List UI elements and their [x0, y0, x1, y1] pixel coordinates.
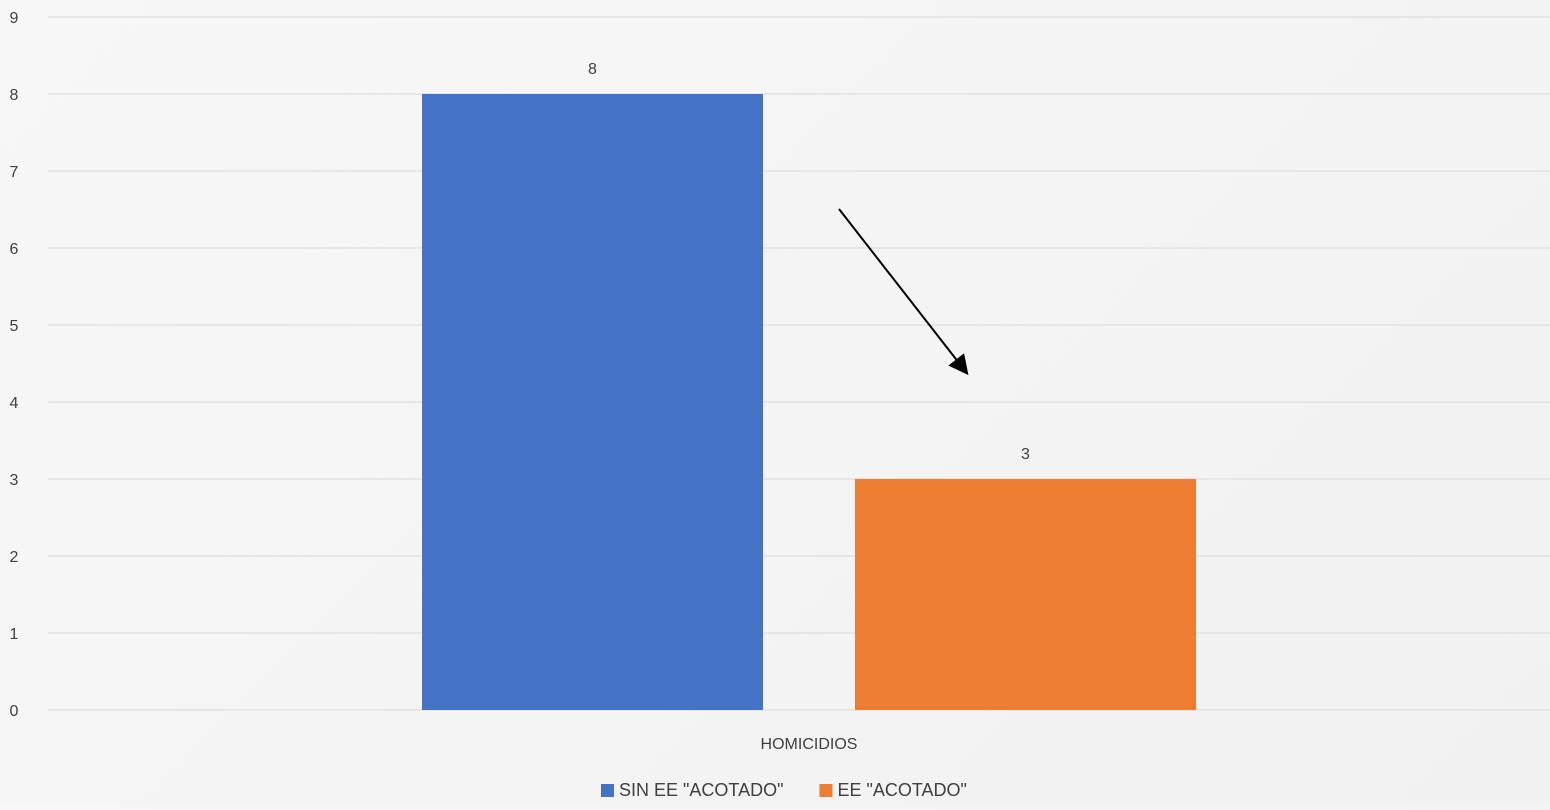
- y-tick-label: 9: [10, 10, 19, 27]
- y-tick-label: 4: [10, 395, 19, 412]
- y-tick-label: 3: [10, 472, 19, 489]
- legend-swatch: [601, 784, 614, 797]
- legend-label: SIN EE "ACOTADO": [619, 780, 783, 800]
- y-tick-label: 1: [10, 626, 19, 643]
- x-axis: HOMICIDIOS: [761, 736, 858, 753]
- y-axis: 0 1 2 3 4 5 6 7 8 9: [10, 10, 19, 720]
- bar-1: [422, 94, 763, 710]
- bars: [422, 94, 1196, 710]
- trend-arrow: [838, 208, 969, 376]
- legend: SIN EE "ACOTADO" EE "ACOTADO": [601, 780, 967, 800]
- gridlines: [48, 16, 1550, 711]
- y-tick-label: 2: [10, 549, 19, 566]
- bar-value-label: 8: [588, 61, 597, 78]
- y-tick-label: 8: [10, 87, 19, 104]
- bar-2: [855, 479, 1196, 710]
- data-labels: 83: [588, 61, 1030, 463]
- y-tick-label: 7: [10, 164, 19, 181]
- y-tick-label: 5: [10, 318, 19, 335]
- bar-value-label: 3: [1021, 446, 1030, 463]
- y-tick-label: 0: [10, 703, 19, 720]
- legend-swatch: [819, 784, 833, 797]
- x-tick-label: HOMICIDIOS: [761, 736, 858, 753]
- legend-label: EE "ACOTADO": [837, 780, 966, 800]
- y-tick-label: 6: [10, 241, 19, 258]
